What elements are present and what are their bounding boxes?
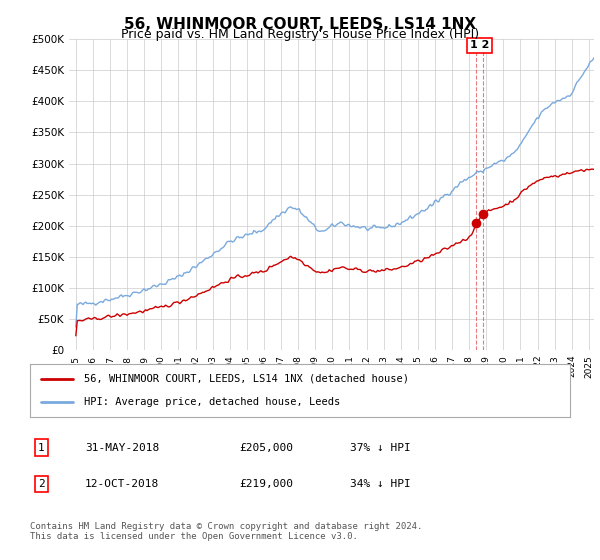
Text: 1 2: 1 2 (470, 40, 489, 50)
Text: Price paid vs. HM Land Registry's House Price Index (HPI): Price paid vs. HM Land Registry's House … (121, 28, 479, 41)
Text: HPI: Average price, detached house, Leeds: HPI: Average price, detached house, Leed… (84, 397, 340, 407)
Text: 37% ↓ HPI: 37% ↓ HPI (350, 442, 411, 452)
Text: 2: 2 (38, 479, 44, 489)
Text: 1: 1 (38, 442, 44, 452)
Text: 56, WHINMOOR COURT, LEEDS, LS14 1NX: 56, WHINMOOR COURT, LEEDS, LS14 1NX (124, 17, 476, 32)
Text: 34% ↓ HPI: 34% ↓ HPI (350, 479, 411, 489)
Text: 56, WHINMOOR COURT, LEEDS, LS14 1NX (detached house): 56, WHINMOOR COURT, LEEDS, LS14 1NX (det… (84, 374, 409, 384)
Text: Contains HM Land Registry data © Crown copyright and database right 2024.
This d: Contains HM Land Registry data © Crown c… (30, 522, 422, 542)
Text: 12-OCT-2018: 12-OCT-2018 (85, 479, 160, 489)
Text: £205,000: £205,000 (240, 442, 294, 452)
Text: 31-MAY-2018: 31-MAY-2018 (85, 442, 160, 452)
Text: £219,000: £219,000 (240, 479, 294, 489)
